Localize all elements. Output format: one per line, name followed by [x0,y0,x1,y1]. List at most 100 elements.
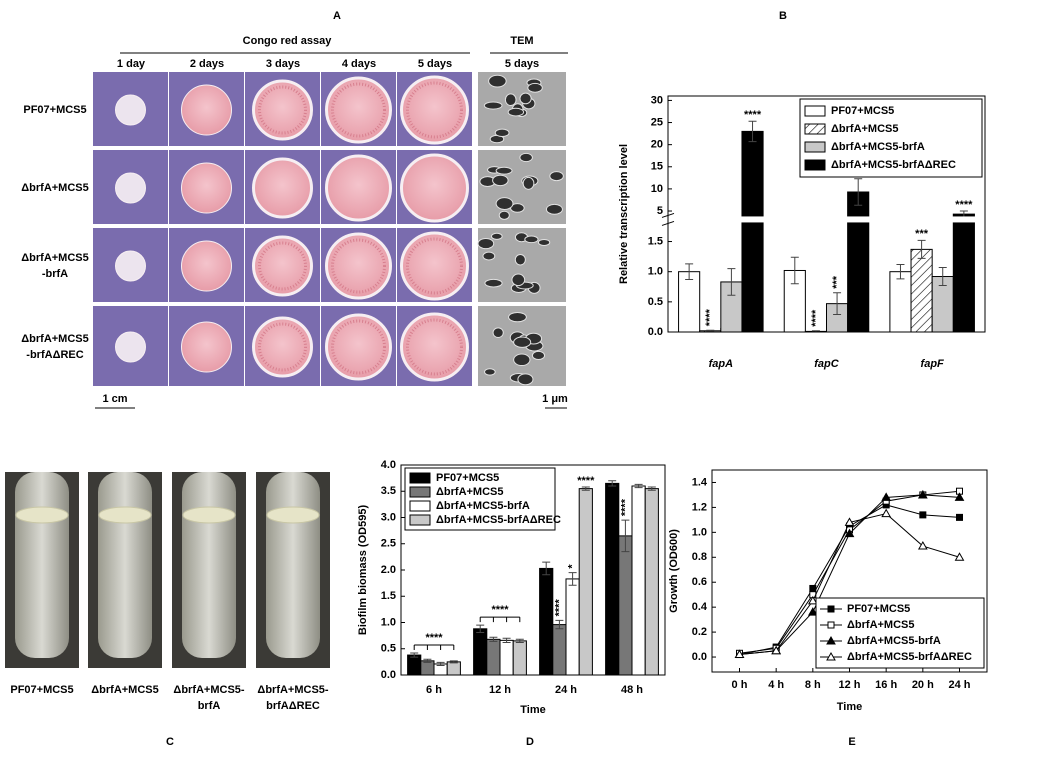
tem-cell [527,82,543,93]
significance: **** [810,309,822,327]
bar [420,660,435,676]
marker [844,528,855,538]
error-bar [621,519,630,553]
colony [181,321,232,373]
colony [325,313,392,381]
colony [115,331,146,363]
strain-label: -brfA [42,268,68,280]
error-bar [489,636,498,642]
legend-label: PF07+MCS5 [847,603,910,615]
significance: **** [577,475,595,487]
legend-swatch [409,500,431,512]
bracket [479,616,521,623]
marker [881,492,892,501]
tem-title: TEM [510,35,533,47]
panel-label: D [526,736,534,748]
x-tick-label: fapF [921,358,945,370]
strain-label: PF07+MCS5 [10,684,73,696]
tube [266,472,320,658]
error-bar [410,652,419,658]
strain-label: ΔbrfA+MCS5 [91,684,159,696]
colony-ring [258,322,307,372]
marker [917,489,928,499]
bar [952,213,975,333]
legend-swatch [409,514,431,526]
y-tick-label: 1.0 [692,526,707,538]
significance: **** [955,199,973,211]
tem-cell [537,238,551,246]
bar [678,271,701,333]
tem-cell [507,107,525,117]
error-bar [449,660,458,664]
x-tick-label: 48 h [621,684,643,696]
marker [919,511,927,519]
plot-frame [711,469,988,673]
tem-cell [477,237,495,250]
tem-cell [513,336,532,348]
strain-label: ΔbrfA+MCS5- [257,684,328,696]
legend-label: ΔbrfA+MCS5 [436,486,504,498]
tem-cell [524,235,539,244]
x-tick-label: 8 h [805,679,821,691]
tem-cell [484,278,503,288]
tem-cell [495,166,513,175]
colony [115,250,146,282]
marker [807,607,818,616]
legend-label: ΔbrfA+MCS5-brfAΔREC [831,159,956,171]
y-tick-label: 30 [651,94,663,106]
error-bar [423,658,432,663]
legend-label: ΔbrfA+MCS5-brfA [436,500,530,512]
x-tick-label: 4 h [768,679,784,691]
bar [644,488,659,676]
legend-label: ΔbrfA+MCS5-brfA [831,141,925,153]
strain-label: brfA [198,700,221,712]
legend-label: ΔbrfA+MCS5-brfAΔREC [847,651,972,663]
bar [499,639,514,676]
strain-label: brfAΔREC [266,700,320,712]
colony-ring [406,318,463,376]
error-bar [436,661,445,667]
panel-label: A [333,10,341,22]
significance: **** [425,632,443,644]
error-bar [581,486,590,491]
error-bar [515,638,524,643]
day-label: 5 days [418,58,452,70]
legend-swatch [804,141,826,153]
y-tick-label: 0.0 [381,669,396,681]
bar [578,488,593,676]
pellicle [98,506,152,524]
colony [181,240,232,292]
significance: **** [704,308,716,326]
assay-title: Congo red assay [243,35,333,47]
legend-label: PF07+MCS5 [831,105,894,117]
tem-cell [514,253,526,266]
y-tick-label: 0.5 [648,296,663,308]
bar [539,567,554,676]
tem-cell [484,368,496,376]
colony [252,79,313,141]
colony-ring [331,238,386,294]
colony-ring [331,82,386,138]
tem-cell [513,353,531,367]
strain-label: PF07+MCS5 [23,104,86,116]
y-axis-label: Growth (OD600) [668,529,680,613]
y-axis-label: Biofilm biomass (OD595) [357,505,369,636]
y-tick-label: 1.4 [692,476,708,488]
legend-swatch [409,486,431,498]
significance: **** [619,498,631,516]
error-bar [476,624,485,633]
error-bar [790,256,799,285]
colony [400,312,469,382]
strain-label: -brfAΔREC [26,349,83,361]
marker [827,621,835,629]
axis-break [662,216,991,223]
y-tick-label: 5 [657,205,663,217]
bar [486,638,501,676]
error-bar [502,637,511,643]
significance: *** [915,228,929,240]
legend-swatch [804,159,826,171]
marker [956,513,963,521]
x-tick-label: 12 h [838,679,860,691]
colony [400,153,469,223]
colony-ring [406,81,463,139]
